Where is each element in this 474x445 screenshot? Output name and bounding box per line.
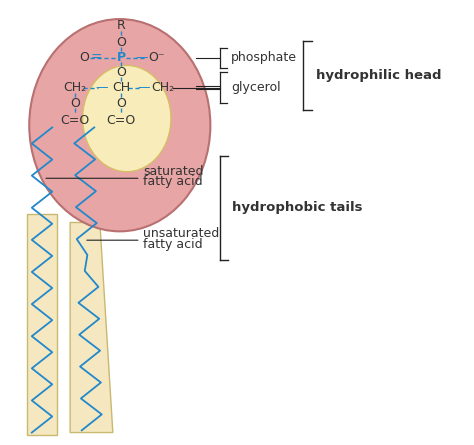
Text: CH: CH <box>112 81 130 94</box>
Text: C=O: C=O <box>60 114 90 127</box>
Text: R: R <box>117 19 126 32</box>
Text: O: O <box>116 97 126 109</box>
Text: —: — <box>137 81 150 94</box>
Text: fatty acid: fatty acid <box>143 175 203 188</box>
Text: O⁻: O⁻ <box>149 51 165 64</box>
Text: saturated: saturated <box>143 165 203 178</box>
Text: hydrophobic tails: hydrophobic tails <box>232 202 363 214</box>
Ellipse shape <box>82 65 171 172</box>
Text: =: = <box>91 51 102 65</box>
Text: O: O <box>79 51 89 64</box>
Text: —: — <box>136 51 148 64</box>
Text: O: O <box>116 66 126 79</box>
Text: phosphate: phosphate <box>231 51 297 64</box>
Text: fatty acid: fatty acid <box>143 238 203 251</box>
Text: —: — <box>95 81 108 94</box>
FancyBboxPatch shape <box>27 214 57 435</box>
Text: O: O <box>116 36 126 49</box>
Text: O: O <box>70 97 80 109</box>
Text: C=O: C=O <box>107 114 136 127</box>
Polygon shape <box>70 222 113 433</box>
Text: hydrophilic head: hydrophilic head <box>316 69 441 82</box>
Text: P: P <box>117 51 126 64</box>
Text: glycerol: glycerol <box>231 81 281 94</box>
Text: CH₂: CH₂ <box>151 81 174 94</box>
Ellipse shape <box>29 19 210 231</box>
Text: unsaturated: unsaturated <box>143 227 219 240</box>
Text: CH₂: CH₂ <box>63 81 86 94</box>
